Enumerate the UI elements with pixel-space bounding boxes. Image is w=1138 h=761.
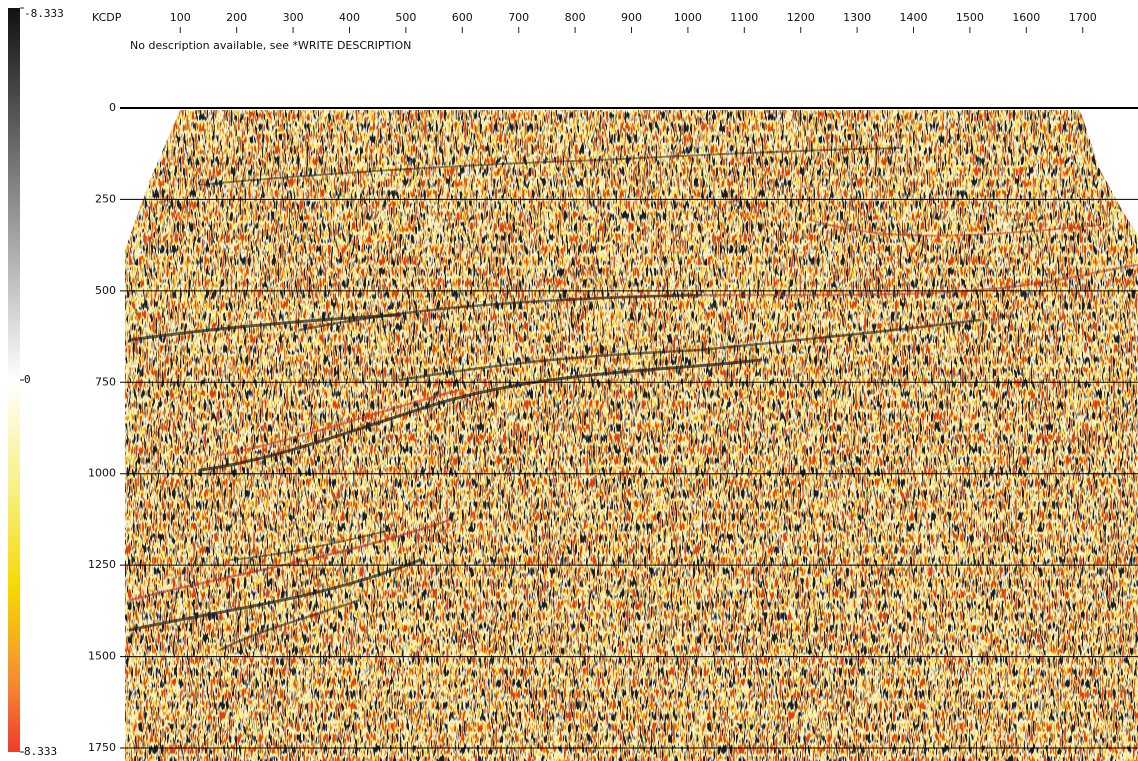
y-tick-label: 1500	[88, 650, 116, 663]
colorbar-label: 0	[24, 373, 31, 386]
x-tick-label: 900	[621, 11, 642, 24]
seismic-section	[125, 110, 1138, 761]
x-tick-label: 1300	[843, 11, 871, 24]
x-tick-label: 1600	[1012, 11, 1040, 24]
y-tick-label: 750	[95, 375, 116, 388]
y-tick-label: 250	[95, 192, 116, 205]
colorbar-gradient	[8, 8, 20, 752]
x-tick-label: 800	[565, 11, 586, 24]
x-tick-label: 1100	[730, 11, 758, 24]
y-tick-label: 500	[95, 284, 116, 297]
x-tick-label: 1400	[900, 11, 928, 24]
x-tick-label: 300	[283, 11, 304, 24]
colorbar: -8.333 0 8.333	[8, 7, 64, 758]
x-tick-label: 1000	[674, 11, 702, 24]
seismic-texture	[125, 110, 1138, 761]
y-tick-label: 1250	[88, 558, 116, 571]
x-tick-label: 1500	[956, 11, 984, 24]
x-tick-label: 1200	[787, 11, 815, 24]
x-tick-label: 700	[508, 11, 529, 24]
x-tick-label: 1700	[1069, 11, 1097, 24]
subtitle: No description available, see *WRITE DES…	[130, 39, 411, 52]
y-tick-label: 0	[109, 101, 116, 114]
y-tick-label: 1750	[88, 741, 116, 754]
x-tick-label: 400	[339, 11, 360, 24]
x-tick-label: 500	[395, 11, 416, 24]
colorbar-label: 8.333	[24, 745, 57, 758]
colorbar-label: -8.333	[24, 7, 64, 20]
x-tick-label: 200	[226, 11, 247, 24]
x-axis-label: KCDP	[92, 11, 122, 24]
reflectors	[128, 147, 1138, 652]
x-tick-label: 600	[452, 11, 473, 24]
x-tick-label: 100	[170, 11, 191, 24]
y-tick-label: 1000	[88, 467, 116, 480]
